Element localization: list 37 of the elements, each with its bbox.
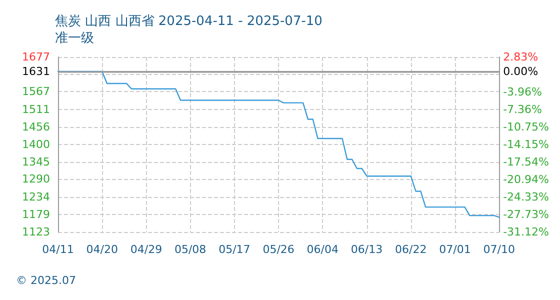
- y2-tick-label: 0.00%: [503, 65, 538, 78]
- y-tick-label: 1631: [22, 65, 50, 78]
- y-tick-label: 1456: [22, 120, 50, 134]
- y2-tick-label: -27.73%: [503, 208, 550, 222]
- y-tick-label: 1400: [22, 138, 50, 151]
- x-tick-label: 04/20: [86, 243, 118, 256]
- y-tick-label: 1290: [22, 172, 50, 186]
- x-tick-label: 05/26: [262, 243, 294, 256]
- line-series: [57, 70, 500, 218]
- chart-subtitle: 准一级: [55, 31, 94, 46]
- chart-title: 焦炭 山西 山西省 2025-04-11 - 2025-07-10: [55, 14, 322, 29]
- x-tick-label: 07/01: [439, 243, 471, 256]
- x-tick-label: 06/04: [306, 243, 339, 256]
- y-tick-label: 1123: [22, 226, 50, 238]
- x-tick-label: 06/13: [350, 243, 383, 256]
- y2-tick-label: -17.54%: [503, 156, 550, 168]
- y-tick-label: 1179: [22, 208, 50, 221]
- y2-tick-label: -20.94%: [503, 173, 550, 186]
- y2-tick-label: -3.96%: [503, 86, 542, 98]
- y2-tick-label: -14.15%: [503, 138, 550, 152]
- y2-tick-label: 2.83%: [503, 50, 538, 64]
- x-tick-label: 04/29: [130, 243, 162, 256]
- y2-tick-label: -24.33%: [503, 190, 550, 204]
- x-tick-label: 05/17: [218, 243, 250, 256]
- y-tick-label: 1677: [22, 50, 50, 64]
- y2-tick-label: -10.75%: [503, 120, 550, 134]
- y-tick-label: 1511: [22, 102, 50, 116]
- y2-tick-label: -7.36%: [503, 103, 542, 116]
- y-tick-label: 1234: [22, 190, 50, 204]
- y-tick-label: 1345: [22, 155, 50, 168]
- text: © 2025.07: [16, 274, 76, 287]
- x-tick-label: 06/22: [395, 243, 427, 256]
- y-tick-label: 1567: [22, 85, 50, 98]
- x-tick-label: 07/10: [483, 243, 515, 256]
- x-tick-label: 05/08: [174, 243, 206, 256]
- x-tick-label: 04/11: [42, 243, 74, 256]
- y2-tick-label: -31.12%: [503, 226, 550, 238]
